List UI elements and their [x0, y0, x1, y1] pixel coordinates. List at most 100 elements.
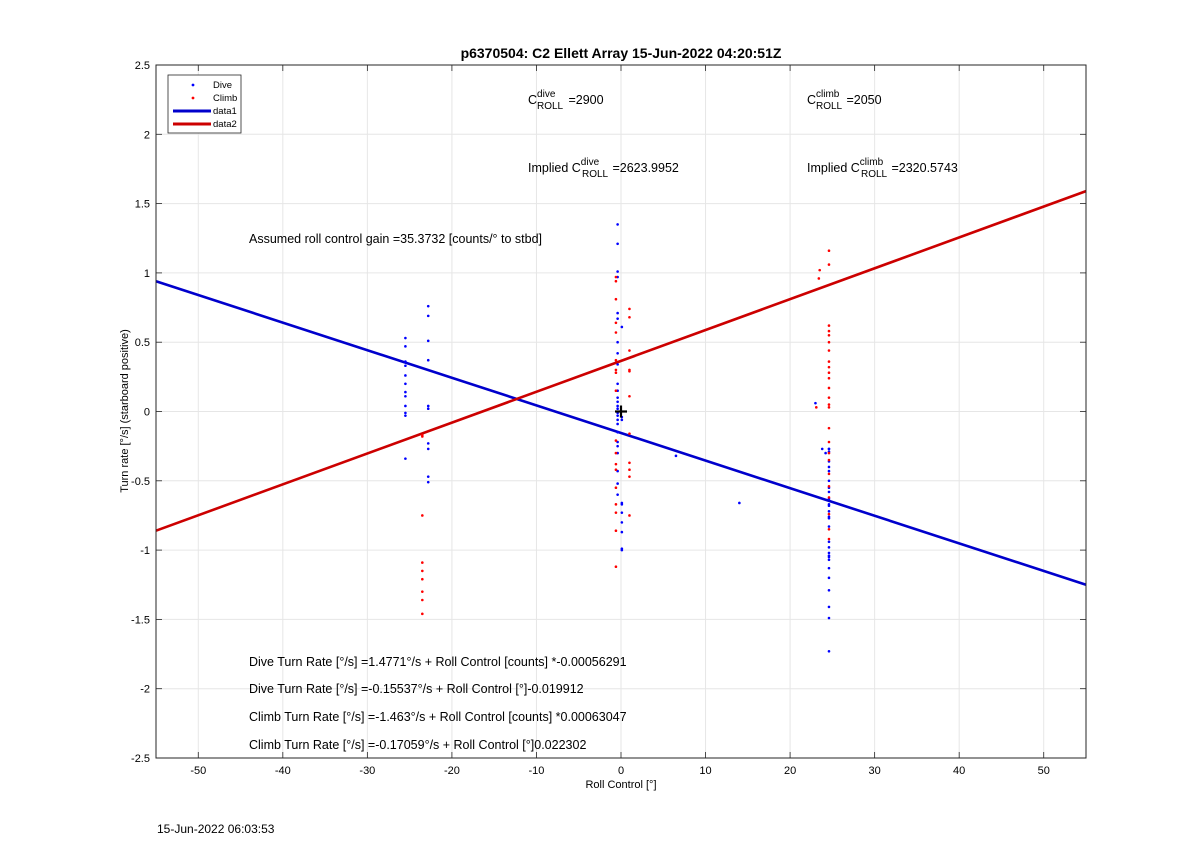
- point-dive: [827, 479, 831, 483]
- point-dive: [404, 411, 407, 415]
- y-tick-label: -2: [140, 684, 150, 696]
- point-climb: [827, 403, 831, 406]
- climb-equation-degrees: Climb Turn Rate [°/s] =-0.17059°/s + Rol…: [249, 738, 586, 752]
- point-dive: [616, 351, 619, 355]
- point-climb: [827, 386, 831, 390]
- point-dive: [620, 325, 624, 329]
- point-dive: [616, 418, 619, 422]
- y-tick-label: 1.5: [135, 199, 150, 211]
- point-climb: [827, 376, 831, 380]
- point-climb: [827, 349, 831, 352]
- point-dive: [827, 447, 831, 451]
- point-dive: [827, 504, 831, 508]
- point-climb: [421, 577, 424, 581]
- point-dive: [616, 340, 619, 344]
- point-dive: [426, 447, 430, 451]
- implied-c-dive-annotation: Implied Cdive ROLL =2623.9952: [528, 157, 679, 180]
- point-dive: [620, 511, 624, 514]
- point-dive: [404, 382, 407, 386]
- point-dive: [827, 546, 831, 549]
- point-climb: [815, 406, 818, 409]
- point-climb: [827, 426, 831, 430]
- point-dive: [827, 509, 831, 513]
- point-dive: [404, 414, 407, 417]
- point-dive: [620, 418, 624, 422]
- point-dive: [616, 493, 619, 496]
- point-dive: [620, 521, 624, 524]
- point-climb: [421, 514, 424, 517]
- point-climb: [827, 360, 831, 363]
- point-climb: [827, 406, 831, 409]
- x-tick-label: -50: [190, 765, 206, 777]
- x-tick-label: 50: [1038, 765, 1050, 777]
- point-climb: [827, 440, 831, 444]
- point-climb: [628, 349, 631, 352]
- point-dive: [827, 649, 831, 653]
- point-dive: [616, 422, 619, 426]
- point-dive: [426, 304, 430, 308]
- point-dive: [814, 401, 817, 405]
- point-climb: [614, 529, 618, 532]
- point-climb: [614, 321, 618, 325]
- y-tick-label: -0.5: [131, 476, 150, 488]
- fit-line-data1: [155, 279, 1087, 586]
- point-climb: [827, 528, 831, 531]
- point-dive: [827, 588, 831, 592]
- point-climb: [614, 297, 618, 301]
- y-axis-label: Turn rate [°/s] (starboard positive): [119, 329, 131, 493]
- print-timestamp: 15-Jun-2022 06:03:53: [157, 822, 275, 836]
- point-dive: [426, 475, 430, 478]
- point-climb: [827, 396, 831, 399]
- point-dive: [616, 270, 619, 273]
- legend-marker-climb: [191, 96, 195, 100]
- point-dive: [827, 469, 831, 473]
- point-climb: [827, 340, 831, 344]
- point-dive: [426, 442, 430, 445]
- x-tick-label: -20: [444, 765, 460, 777]
- x-axis-label: Roll Control [°]: [585, 779, 656, 791]
- point-climb: [614, 279, 618, 283]
- y-tick-labels: -2.5 -2 -1.5 -1 -0.5 0 0.5 1 1.5 2 2.5: [131, 60, 150, 765]
- point-dive: [426, 407, 430, 411]
- point-climb: [628, 514, 631, 517]
- x-tick-label: 40: [953, 765, 965, 777]
- point-dive: [827, 566, 831, 570]
- point-climb: [827, 329, 831, 333]
- legend: Dive Climb data1 data2: [167, 74, 242, 134]
- x-tick-label: -30: [359, 765, 375, 777]
- point-climb: [827, 458, 831, 462]
- point-climb: [827, 249, 831, 253]
- point-climb: [817, 277, 821, 280]
- point-dive: [404, 374, 407, 377]
- point-climb: [614, 331, 618, 334]
- point-dive: [616, 404, 619, 408]
- point-climb: [614, 462, 618, 466]
- fit-line-data2: [155, 189, 1087, 532]
- point-dive: [824, 451, 827, 455]
- x-tick-label: 0: [618, 765, 624, 777]
- point-climb: [827, 537, 831, 541]
- y-tick-label: 2: [144, 129, 150, 141]
- point-dive: [620, 503, 624, 506]
- point-dive: [620, 548, 624, 552]
- point-climb: [614, 468, 618, 472]
- point-climb: [827, 365, 831, 369]
- legend-label-dive: Dive: [213, 80, 232, 91]
- roll-gain-annotation: Assumed roll control gain =35.3732 [coun…: [249, 232, 542, 246]
- point-climb: [827, 472, 831, 476]
- y-tick-label: 0: [144, 407, 150, 419]
- point-climb: [614, 368, 618, 372]
- point-dive: [404, 394, 407, 398]
- y-tick-label: -1: [140, 545, 150, 557]
- x-tick-label: 20: [784, 765, 796, 777]
- point-climb: [421, 590, 424, 593]
- y-tick-label: -1.5: [131, 614, 150, 626]
- point-dive: [404, 404, 407, 408]
- point-dive: [426, 358, 430, 362]
- c-dive-annotation: Cdive ROLL =2900: [528, 89, 604, 112]
- point-dive: [616, 223, 619, 226]
- x-tick-label: -40: [275, 765, 291, 777]
- x-tick-label: 30: [869, 765, 881, 777]
- point-climb: [614, 389, 618, 393]
- x-tick-labels: -50 -40 -30 -20 -10 0 10 20 30 40 50: [190, 765, 1050, 777]
